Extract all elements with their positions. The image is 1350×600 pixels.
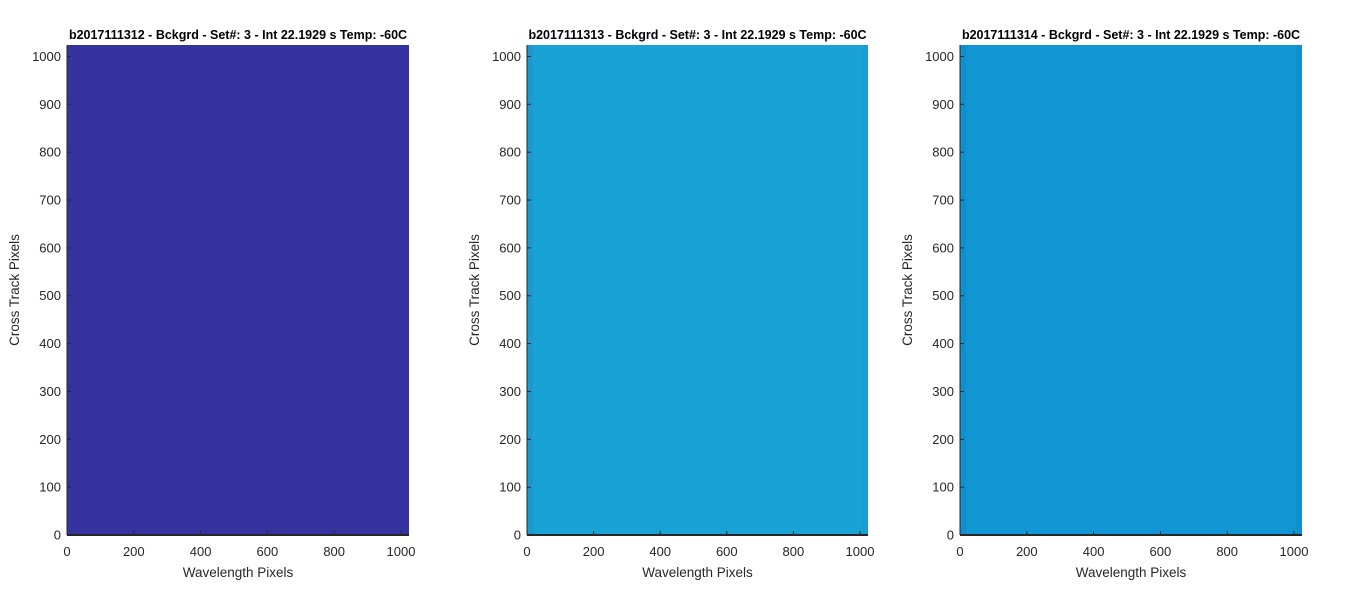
y-tick-label: 0: [54, 528, 61, 543]
x-tick-label: 0: [523, 544, 530, 559]
y-tick-label: 500: [932, 288, 954, 303]
y-tick-label: 700: [932, 193, 954, 208]
x-tick-label: 600: [716, 544, 738, 559]
x-axis-label: Wavelength Pixels: [183, 565, 294, 580]
y-tick-label: 900: [39, 97, 61, 112]
y-axis-label: Cross Track Pixels: [7, 234, 22, 346]
y-tick-label: 400: [932, 336, 954, 351]
y-tick-label: 200: [39, 432, 61, 447]
x-tick-label: 200: [1016, 544, 1038, 559]
y-tick-label: 500: [39, 288, 61, 303]
y-tick-label: 800: [932, 145, 954, 160]
y-tick-label: 1000: [32, 49, 61, 64]
y-tick-label: 800: [499, 145, 521, 160]
heatmap-edge-right: [403, 45, 409, 535]
chart-panel-3: b2017111314 - Bckgrd - Set#: 3 - Int 22.…: [900, 28, 1308, 580]
chart-panel-2: b2017111313 - Bckgrd - Set#: 3 - Int 22.…: [467, 28, 874, 580]
chart-title: b2017111313 - Bckgrd - Set#: 3 - Int 22.…: [528, 28, 866, 42]
x-tick-label: 400: [190, 544, 212, 559]
y-tick-label: 300: [932, 384, 954, 399]
y-tick-label: 400: [499, 336, 521, 351]
y-tick-label: 900: [499, 97, 521, 112]
x-tick-label: 400: [1083, 544, 1105, 559]
y-tick-label: 900: [932, 97, 954, 112]
y-tick-label: 700: [499, 193, 521, 208]
heatmap-image: [960, 45, 1302, 535]
y-tick-label: 700: [39, 193, 61, 208]
x-tick-label: 0: [956, 544, 963, 559]
heatmap-edge-left: [960, 45, 966, 535]
chart-panel-1: b2017111312 - Bckgrd - Set#: 3 - Int 22.…: [7, 28, 415, 580]
y-tick-label: 100: [932, 480, 954, 495]
heatmap-edge-right: [862, 45, 868, 535]
y-axis-label: Cross Track Pixels: [467, 234, 482, 346]
heatmap-edge-right: [1296, 45, 1302, 535]
x-axis-label: Wavelength Pixels: [642, 565, 753, 580]
x-tick-label: 1000: [846, 544, 875, 559]
y-tick-label: 400: [39, 336, 61, 351]
y-tick-label: 300: [39, 384, 61, 399]
y-tick-label: 0: [514, 528, 521, 543]
y-tick-label: 0: [947, 528, 954, 543]
heatmap-edge-left: [67, 45, 73, 535]
y-tick-label: 500: [499, 288, 521, 303]
chart-title: b2017111312 - Bckgrd - Set#: 3 - Int 22.…: [69, 28, 407, 42]
heatmap-image: [527, 45, 868, 535]
chart-title: b2017111314 - Bckgrd - Set#: 3 - Int 22.…: [962, 28, 1300, 42]
x-tick-label: 200: [123, 544, 145, 559]
x-tick-label: 800: [783, 544, 805, 559]
x-tick-label: 1000: [1280, 544, 1309, 559]
y-tick-label: 100: [499, 480, 521, 495]
x-tick-label: 400: [649, 544, 671, 559]
heatmap-edge-left: [527, 45, 533, 535]
y-tick-label: 300: [499, 384, 521, 399]
y-tick-label: 600: [932, 240, 954, 255]
y-tick-label: 800: [39, 145, 61, 160]
y-axis-label: Cross Track Pixels: [900, 234, 915, 346]
y-tick-label: 200: [932, 432, 954, 447]
heatmap-image: [67, 45, 409, 535]
y-tick-label: 600: [39, 240, 61, 255]
x-tick-label: 200: [583, 544, 605, 559]
y-tick-label: 100: [39, 480, 61, 495]
x-tick-label: 800: [1216, 544, 1238, 559]
x-tick-label: 600: [257, 544, 279, 559]
y-tick-label: 1000: [925, 49, 954, 64]
x-tick-label: 1000: [387, 544, 416, 559]
y-tick-label: 1000: [492, 49, 521, 64]
x-tick-label: 0: [63, 544, 70, 559]
y-tick-label: 600: [499, 240, 521, 255]
x-tick-label: 600: [1150, 544, 1172, 559]
x-tick-label: 800: [323, 544, 345, 559]
y-tick-label: 200: [499, 432, 521, 447]
x-axis-label: Wavelength Pixels: [1076, 565, 1187, 580]
